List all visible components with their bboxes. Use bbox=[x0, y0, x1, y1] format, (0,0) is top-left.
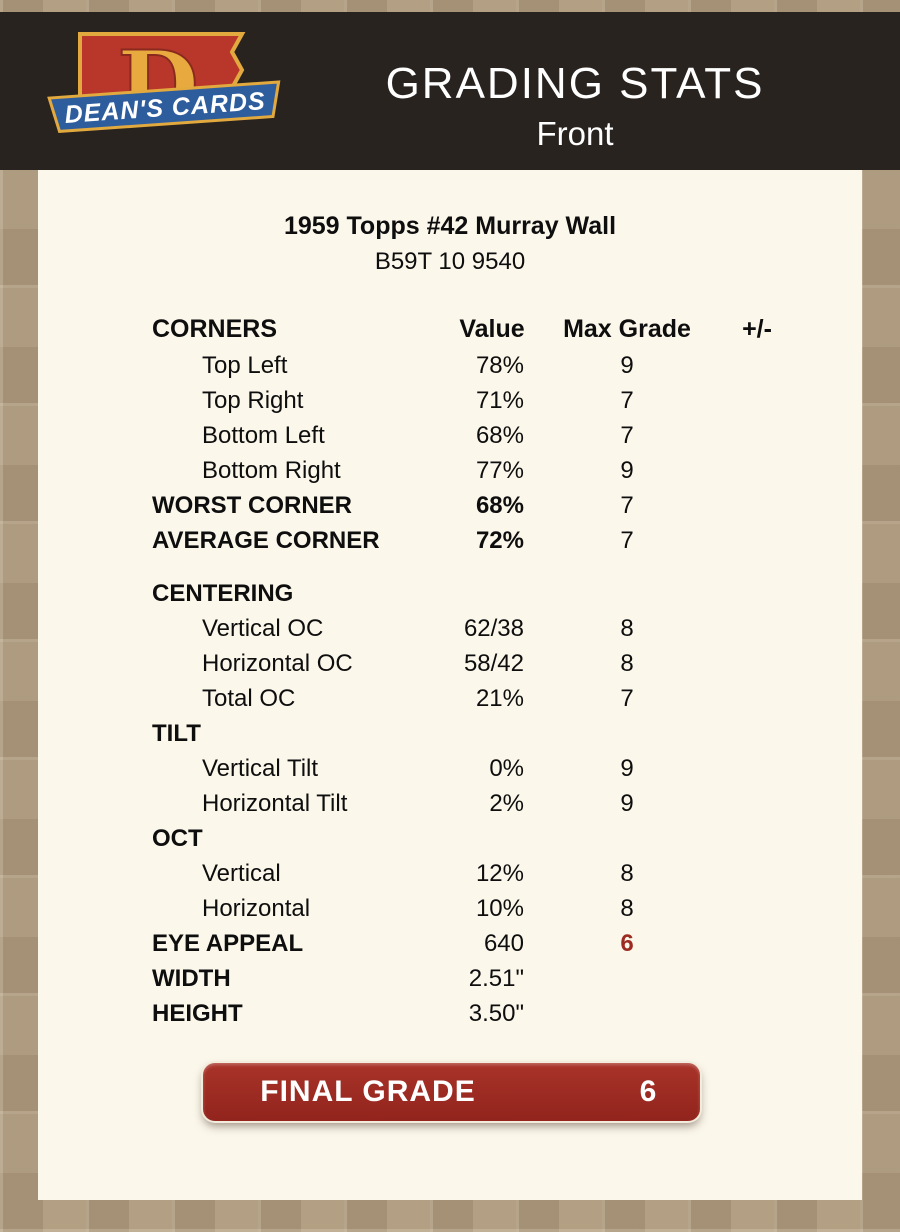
column-header-max-grade: Max Grade bbox=[563, 315, 691, 343]
cell-label: AVERAGE CORNER bbox=[152, 527, 380, 554]
header-titles: GRADING STATS Front bbox=[285, 56, 865, 156]
cell-label: Bottom Left bbox=[202, 422, 325, 449]
cell-value: 77% bbox=[475, 457, 524, 484]
page-title: GRADING STATS bbox=[385, 59, 765, 108]
cell-label: Vertical bbox=[202, 860, 281, 887]
cell-value: 10% bbox=[475, 895, 524, 922]
cell-label: Vertical Tilt bbox=[202, 755, 319, 782]
cell-max: 7 bbox=[620, 685, 634, 712]
cell-max: 7 bbox=[620, 387, 634, 414]
table-row: Bottom Right 77% 9 bbox=[152, 453, 812, 488]
table-row: Horizontal OC 58/42 8 bbox=[152, 646, 812, 681]
cell-value: 62/38 bbox=[463, 615, 524, 642]
table-row: Vertical Tilt 0% 9 bbox=[152, 751, 812, 786]
cell-label: HEIGHT bbox=[152, 1000, 243, 1027]
cell-label: EYE APPEAL bbox=[152, 930, 304, 957]
cell-value: 58/42 bbox=[463, 650, 524, 677]
cell-label: Vertical OC bbox=[202, 615, 324, 642]
table-body: Top Left 78% 9 Top Right 71% 7 Bottom Left 68% 7… bbox=[152, 348, 812, 1031]
cell-label: Horizontal Tilt bbox=[202, 790, 348, 817]
cell-value: 2% bbox=[489, 790, 524, 817]
table-row: AVERAGE CORNER 72% 7 bbox=[152, 523, 812, 558]
table-row: Horizontal Tilt 2% 9 bbox=[152, 786, 812, 821]
cell-value: 71% bbox=[475, 387, 524, 414]
final-grade-label: FINAL GRADE bbox=[260, 1075, 476, 1108]
card-code: B59T 10 9540 bbox=[374, 248, 526, 275]
cell-max: 7 bbox=[620, 422, 634, 449]
cell-max: 9 bbox=[620, 755, 634, 782]
cell-max: 8 bbox=[620, 895, 634, 922]
cell-label: WIDTH bbox=[152, 965, 231, 992]
final-grade-value: 6 bbox=[639, 1075, 657, 1108]
table-row: CENTERING bbox=[152, 576, 812, 611]
cell-value: 3.50" bbox=[468, 1000, 524, 1027]
stats-panel: 1959 Topps #42 Murray Wall B59T 10 9540 … bbox=[38, 170, 862, 1200]
cell-value: 21% bbox=[475, 685, 524, 712]
cell-label: WORST CORNER bbox=[152, 492, 352, 519]
column-header-section: CORNERS bbox=[152, 315, 278, 343]
table-row: HEIGHT 3.50" bbox=[152, 996, 812, 1031]
table-row: Top Left 78% 9 bbox=[152, 348, 812, 383]
cell-label: Horizontal OC bbox=[202, 650, 353, 677]
cell-label: Top Right bbox=[202, 387, 304, 414]
cell-max: 6 bbox=[620, 930, 634, 957]
cell-label: Top Left bbox=[202, 352, 288, 379]
cell-value: 68% bbox=[475, 492, 524, 519]
table-row: Vertical 12% 8 bbox=[152, 856, 812, 891]
cell-value: 78% bbox=[475, 352, 524, 379]
cell-value: 72% bbox=[475, 527, 524, 554]
cell-value: 0% bbox=[489, 755, 524, 782]
cell-max: 9 bbox=[620, 352, 634, 379]
table-row: EYE APPEAL 640 6 bbox=[152, 926, 812, 961]
table-row: Vertical OC 62/38 8 bbox=[152, 611, 812, 646]
cell-max: 8 bbox=[620, 650, 634, 677]
card-title: 1959 Topps #42 Murray Wall bbox=[283, 212, 617, 240]
cell-max: 8 bbox=[620, 615, 634, 642]
stats-table: CORNERS Value Max Grade +/- Top Left 78% 9… bbox=[152, 312, 812, 1031]
table-row: Total OC 21% 7 bbox=[152, 681, 812, 716]
cell-max: 7 bbox=[620, 492, 634, 519]
table-row: WORST CORNER 68% 7 bbox=[152, 488, 812, 523]
cell-value: 2.51" bbox=[468, 965, 524, 992]
table-row: Bottom Left 68% 7 bbox=[152, 418, 812, 453]
cell-label: OCT bbox=[152, 825, 203, 852]
header-bar: D DEAN'S CARDS GRADING STATS Front bbox=[0, 12, 900, 170]
cell-label: CENTERING bbox=[152, 580, 294, 607]
cell-label: Horizontal bbox=[202, 895, 311, 922]
page-subtitle: Front bbox=[536, 115, 614, 152]
cell-value: 640 bbox=[483, 930, 524, 957]
cell-max: 8 bbox=[620, 860, 634, 887]
cell-label: Total OC bbox=[202, 685, 296, 712]
table-row: WIDTH 2.51" bbox=[152, 961, 812, 996]
table-header-row: CORNERS Value Max Grade +/- bbox=[152, 312, 812, 347]
table-row: Horizontal 10% 8 bbox=[152, 891, 812, 926]
cell-max: 9 bbox=[620, 457, 634, 484]
cell-label: Bottom Right bbox=[202, 457, 341, 484]
cell-max: 7 bbox=[620, 527, 634, 554]
column-header-value: Value bbox=[459, 315, 525, 343]
deans-cards-logo: D DEAN'S CARDS bbox=[47, 30, 281, 142]
cell-value: 68% bbox=[475, 422, 524, 449]
cell-max: 9 bbox=[620, 790, 634, 817]
table-row: TILT bbox=[152, 716, 812, 751]
table-row: Top Right 71% 7 bbox=[152, 383, 812, 418]
cell-label: TILT bbox=[152, 720, 201, 747]
final-grade-button[interactable]: FINAL GRADE 6 bbox=[203, 1063, 700, 1121]
logo-ribbon bbox=[47, 80, 281, 133]
cell-value: 12% bbox=[475, 860, 524, 887]
column-header-plus-minus: +/- bbox=[742, 315, 772, 343]
table-row: OCT bbox=[152, 821, 812, 856]
